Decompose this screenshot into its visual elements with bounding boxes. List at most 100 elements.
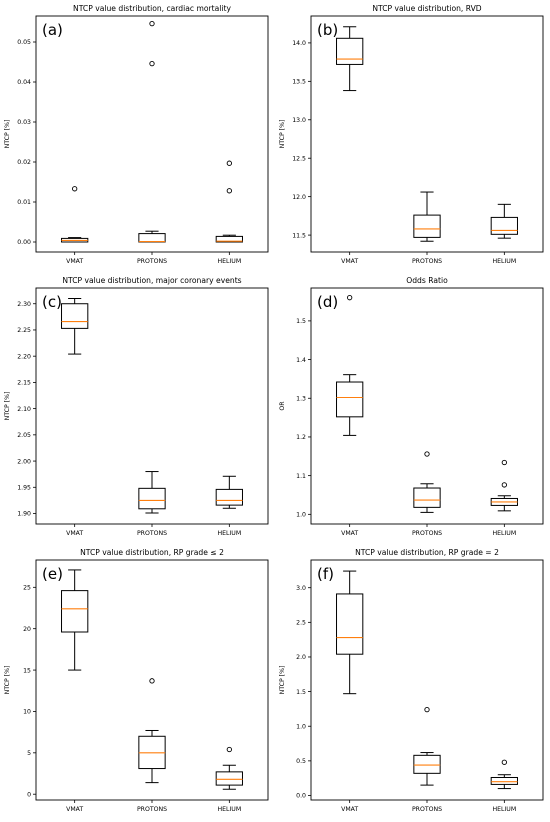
x-tick-label: HELIUM — [217, 258, 241, 265]
y-tick-label: 0 — [27, 791, 31, 798]
y-axis-label: NTCP [%] — [279, 120, 286, 149]
y-tick-label: 1.2 — [296, 434, 306, 441]
y-tick-label: 0.02 — [17, 159, 31, 166]
y-tick-label: 1.0 — [296, 512, 306, 519]
y-tick-label: 13.0 — [292, 117, 306, 124]
x-tick-label: HELIUM — [492, 258, 516, 265]
chart-panel: NTCP value distribution, RP grade ≤ 2 NTC… — [0, 544, 275, 818]
y-tick-label: 12.0 — [292, 194, 306, 201]
iqr-box — [215, 235, 243, 243]
chart-svg: NTCP value distribution, RVD NTCP [%] 11.5… — [279, 4, 544, 265]
chart-panel: NTCP value distribution, major coronary … — [0, 272, 275, 544]
iqr-box — [138, 233, 166, 243]
outlier-point — [347, 295, 353, 301]
y-tick-label: 2.15 — [17, 380, 31, 387]
plot-frame — [310, 287, 544, 525]
outlier-point — [501, 759, 507, 765]
panel-label: (b) — [317, 21, 338, 39]
y-axis-label: NTCP [%] — [279, 666, 286, 695]
y-tick-label: 15 — [23, 667, 31, 674]
y-tick-label: 12.5 — [292, 155, 306, 162]
y-tick-label: 11.5 — [292, 232, 306, 239]
chart-title: NTCP value distribution, RVD — [372, 4, 481, 13]
outlier-point — [501, 459, 507, 466]
y-tick-label: 1.1 — [296, 473, 306, 480]
x-tick-label: PROTONS — [412, 530, 442, 537]
iqr-box — [61, 590, 89, 633]
chart-svg: NTCP value distribution, cardiac mortali… — [4, 4, 269, 265]
outlier-point — [226, 746, 232, 753]
y-tick-label: 0.01 — [17, 199, 31, 206]
chart-title: NTCP value distribution, RP grade = 2 — [355, 548, 499, 557]
y-tick-label: 2.05 — [17, 432, 31, 439]
chart-svg: NTCP value distribution, major coronary … — [4, 276, 269, 537]
outlier-point — [226, 188, 232, 194]
panel-label: (a) — [42, 21, 63, 39]
y-tick-label: 0.00 — [17, 239, 31, 246]
iqr-box — [336, 381, 364, 418]
iqr-box — [413, 214, 441, 238]
y-tick-label: 2.0 — [296, 654, 306, 661]
y-tick-label: 5 — [27, 750, 31, 757]
y-tick-label: 1.3 — [296, 395, 306, 402]
chart-title: NTCP value distribution, major coronary … — [62, 276, 241, 285]
panel-label: (e) — [42, 565, 63, 583]
chart-svg: NTCP value distribution, RP grade = 2 NTC… — [279, 548, 544, 813]
y-tick-label: 0.05 — [17, 39, 31, 46]
x-tick-label: PROTONS — [412, 806, 442, 813]
y-axis-label: OR — [279, 401, 286, 411]
y-axis-label: NTCP [%] — [4, 120, 11, 149]
y-tick-label: 0.0 — [296, 793, 306, 800]
y-tick-label: 2.5 — [296, 620, 306, 627]
plot-frame — [310, 15, 544, 253]
x-tick-label: HELIUM — [492, 806, 516, 813]
plot-frame — [35, 15, 269, 253]
iqr-box — [215, 771, 243, 786]
chart-svg: Odds Ratio OR 1.0 1.1 1.2 1.3 1.4 1.5 VMAT PROTON… — [279, 276, 544, 537]
y-tick-label: 1.95 — [17, 484, 31, 491]
x-tick-label: PROTONS — [137, 258, 167, 265]
chart-panel: NTCP value distribution, RP grade = 2 NTC… — [275, 544, 550, 818]
y-axis-label: NTCP [%] — [4, 392, 11, 421]
y-tick-label: 1.5 — [296, 689, 306, 696]
x-tick-label: VMAT — [66, 806, 83, 813]
y-tick-label: 1.0 — [296, 723, 306, 730]
y-tick-label: 14.0 — [292, 40, 306, 47]
x-tick-label: PROTONS — [137, 806, 167, 813]
x-tick-label: PROTONS — [137, 530, 167, 537]
y-tick-label: 2.25 — [17, 327, 31, 334]
panel-label: (c) — [42, 293, 62, 311]
plot-frame — [35, 559, 269, 801]
y-tick-label: 25 — [23, 585, 31, 592]
outlier-point — [226, 160, 232, 166]
y-tick-label: 10 — [23, 709, 31, 716]
x-tick-label: HELIUM — [217, 806, 241, 813]
outlier-point — [424, 706, 430, 713]
iqr-box — [336, 593, 364, 655]
panel-label: (d) — [317, 293, 338, 311]
outlier-point — [72, 186, 78, 192]
y-tick-label: 2.20 — [17, 353, 31, 360]
iqr-box — [336, 37, 364, 65]
iqr-box — [61, 303, 89, 329]
x-tick-label: VMAT — [341, 258, 358, 265]
outlier-point — [501, 482, 507, 488]
y-tick-label: 1.4 — [296, 357, 306, 364]
y-tick-label: 2.10 — [17, 406, 31, 413]
x-tick-label: VMAT — [341, 806, 358, 813]
iqr-box — [413, 754, 441, 774]
outlier-point — [424, 451, 430, 457]
y-tick-label: 0.5 — [296, 758, 306, 765]
chart-title: Odds Ratio — [406, 276, 448, 285]
chart-panel: NTCP value distribution, cardiac mortali… — [0, 0, 275, 272]
y-tick-label: 0.04 — [17, 79, 31, 86]
x-tick-label: PROTONS — [412, 258, 442, 265]
chart-svg: NTCP value distribution, RP grade ≤ 2 NTC… — [4, 548, 269, 813]
outlier-point — [149, 678, 155, 684]
y-tick-label: 2.00 — [17, 458, 31, 465]
y-tick-label: 20 — [23, 626, 31, 633]
outlier-point — [149, 20, 155, 27]
x-tick-label: HELIUM — [492, 530, 516, 537]
y-tick-label: 1.5 — [296, 318, 306, 325]
